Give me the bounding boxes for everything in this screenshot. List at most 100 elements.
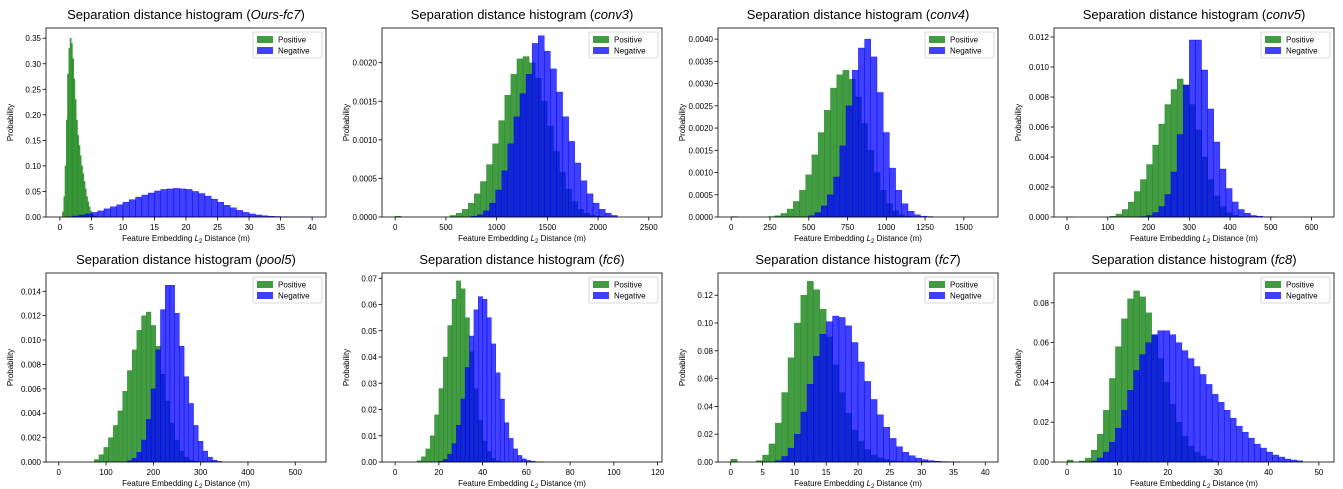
x-tick-label: 400	[241, 468, 255, 477]
bar-negative	[832, 315, 840, 463]
bar-negative	[827, 194, 834, 218]
bar-negative	[787, 447, 795, 463]
bar-negative	[223, 205, 231, 218]
legend-swatch-positive	[593, 36, 609, 43]
bar-positive	[443, 356, 448, 463]
bar-negative	[889, 438, 897, 463]
x-tick-label: 100	[1101, 223, 1115, 232]
bar-negative	[1109, 441, 1116, 463]
legend: Positive Negative	[252, 31, 323, 59]
bar-negative	[1139, 354, 1146, 463]
y-tick-label: 0.0015	[353, 97, 378, 106]
title-suffix: )	[301, 7, 305, 22]
series-negative	[775, 315, 961, 463]
y-tick-label: 0.0030	[689, 80, 714, 89]
x-axis-label: Feature Embedding L2 Distance (m)	[794, 479, 922, 489]
chart-title: Separation distance histogram (fc7)	[755, 252, 960, 267]
x-axis-label: Feature Embedding L2 Distance (m)	[122, 479, 250, 489]
x-tick-label: 0	[729, 468, 734, 477]
bar-negative	[1213, 141, 1221, 218]
y-tick-label: 0.35	[25, 34, 41, 43]
plot-frame	[1053, 27, 1335, 218]
y-tick-label: 0.15	[25, 136, 41, 145]
bar-positive	[108, 437, 114, 463]
x-tick-label: 500	[289, 468, 303, 477]
bar-negative	[122, 201, 130, 218]
bar-negative	[1097, 457, 1104, 463]
y-tick-label: 0.12	[697, 291, 713, 300]
bar-negative	[876, 92, 884, 218]
bar-negative	[550, 68, 557, 218]
bar-negative	[1272, 454, 1279, 463]
y-tick-label: 0.006	[1029, 123, 1050, 132]
x-tick-label: 30	[917, 468, 926, 477]
bar-negative	[169, 284, 175, 463]
bar-positive	[1140, 179, 1147, 218]
bar-negative	[1157, 330, 1164, 463]
x-tick-label: 30	[1214, 468, 1223, 477]
bar-negative	[806, 383, 814, 463]
x-label-subscript: 2	[535, 239, 539, 245]
x-axis-label: Feature Embedding L2 Distance (m)	[458, 479, 586, 489]
bar-negative	[1127, 390, 1134, 463]
bar-negative	[1284, 458, 1291, 463]
title-prefix: Separation distance histogram (	[67, 7, 251, 22]
bar-positive	[117, 410, 123, 463]
legend: Positive Negative	[252, 276, 323, 304]
y-tick-label: 0.010	[21, 336, 42, 345]
bar-negative	[1242, 431, 1249, 463]
x-label-symbol: L	[531, 479, 535, 488]
bar-negative	[1244, 213, 1251, 218]
legend-label-negative: Negative	[278, 47, 310, 56]
bar-positive	[1091, 449, 1098, 463]
bar-negative	[188, 403, 194, 463]
x-tick-label: 10	[118, 223, 127, 232]
bar-negative	[154, 190, 161, 218]
bar-negative	[1151, 334, 1158, 463]
bar-negative	[864, 381, 871, 463]
y-tick-label: 0.05	[25, 187, 41, 196]
y-axis-label: Probability	[342, 104, 351, 141]
bar-negative	[507, 143, 515, 218]
bar-negative	[1181, 350, 1189, 463]
bar-negative	[519, 93, 527, 218]
bar-positive	[793, 201, 800, 218]
title-suffix: )	[965, 7, 969, 22]
x-tick-label: 5	[89, 223, 94, 232]
bar-negative	[1103, 451, 1110, 463]
bar-negative	[1236, 425, 1243, 463]
legend-swatch-positive	[593, 281, 609, 288]
bars	[730, 281, 961, 463]
y-tick-label: 0.008	[1029, 93, 1050, 102]
x-label-subscript: 2	[871, 239, 875, 245]
bar-negative	[895, 446, 903, 463]
histogram-panel-Ours-fc7: Separation distance histogram (Ours-fc7)…	[6, 7, 327, 245]
legend: Positive Negative	[588, 276, 659, 304]
x-label-subscript: 2	[199, 239, 203, 245]
plot-frame	[45, 272, 327, 463]
bar-negative	[166, 188, 174, 218]
bar-negative	[870, 56, 878, 218]
y-tick-label: 0.0005	[353, 174, 378, 183]
y-tick-label: 0.010	[1029, 63, 1050, 72]
bar-negative	[483, 210, 490, 218]
bar-negative	[825, 321, 833, 463]
histogram-panel-fc7: Separation distance histogram (fc7) 0 5 10 1…	[678, 252, 999, 489]
bar-negative	[568, 141, 575, 218]
bar-negative	[513, 116, 521, 218]
x-label-suffix: Distance (m)	[874, 234, 922, 243]
title-suffix: )	[1301, 7, 1305, 22]
legend-swatch-positive	[1265, 281, 1281, 288]
x-tick-label: 25	[213, 223, 222, 232]
bars	[94, 284, 223, 463]
bar-negative	[1195, 39, 1202, 218]
bars	[416, 280, 545, 463]
bar-positive	[127, 370, 133, 463]
bar-negative	[794, 434, 801, 463]
x-label-prefix: Feature Embedding	[794, 479, 867, 488]
bar-negative	[851, 70, 859, 218]
bar-negative	[174, 313, 180, 463]
bar-negative	[185, 189, 193, 218]
bar-negative	[164, 284, 171, 463]
bar-negative	[84, 213, 92, 218]
